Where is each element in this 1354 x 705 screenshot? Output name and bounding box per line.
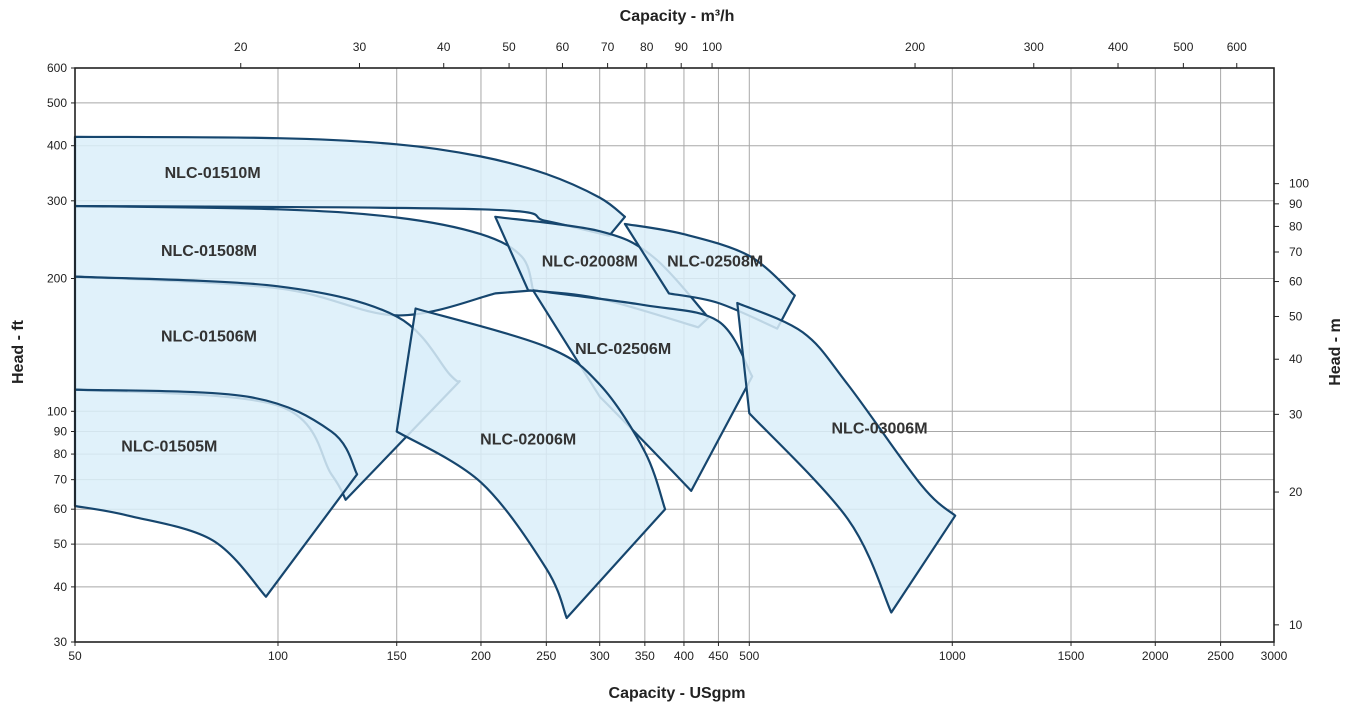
region-label-nlc-01510m: NLC-01510M [165, 165, 261, 182]
tick-label-x-top: 30 [353, 40, 367, 54]
tick-label-y-right: 90 [1289, 197, 1303, 211]
tick-label-x-top: 40 [437, 40, 451, 54]
tick-label-y-left: 200 [47, 272, 67, 286]
tick-label-y-left: 30 [54, 635, 68, 649]
tick-label-y-left: 100 [47, 404, 67, 418]
x-axis-bottom-title: Capacity - USgpm [609, 685, 746, 702]
tick-label-x-bottom: 1000 [939, 649, 966, 663]
tick-label-y-right: 50 [1289, 309, 1303, 323]
tick-label-x-top: 100 [702, 40, 722, 54]
tick-label-x-bottom: 1500 [1058, 649, 1085, 663]
tick-label-x-bottom: 500 [739, 649, 759, 663]
plot-frame [74, 67, 1275, 643]
tick-label-y-left: 40 [54, 580, 68, 594]
tick-label-x-top: 80 [640, 40, 654, 54]
tick-label-y-left: 50 [54, 537, 68, 551]
pump-regions: NLC-01510M NLC-01508M NLC-01506M NLC-01505M… [73, 135, 957, 620]
region-label-nlc-02508m: NLC-02508M [667, 253, 763, 270]
tick-label-y-left: 400 [47, 139, 67, 153]
tick-label-x-top: 300 [1024, 40, 1044, 54]
tick-label-x-top: 600 [1227, 40, 1247, 54]
tick-label-x-bottom: 50 [68, 649, 82, 663]
tick-label-x-bottom: 3000 [1261, 649, 1288, 663]
tick-label-x-bottom: 350 [635, 649, 655, 663]
tick-label-x-top: 50 [502, 40, 516, 54]
region-label-nlc-01505m: NLC-01505M [121, 439, 217, 456]
tick-label-x-bottom: 450 [708, 649, 728, 663]
tick-label-x-bottom: 100 [268, 649, 288, 663]
tick-label-x-bottom: 250 [536, 649, 556, 663]
grid [74, 67, 1275, 643]
region-label-nlc-02008m: NLC-02008M [542, 253, 638, 270]
region-label-nlc-01508m: NLC-01508M [161, 243, 257, 260]
region-nlc-02006m [395, 307, 667, 620]
region-nlc-03006m [736, 301, 957, 614]
tick-label-x-bottom: 200 [471, 649, 491, 663]
tick-label-y-right: 70 [1289, 245, 1303, 259]
tick-label-x-top: 500 [1173, 40, 1193, 54]
tick-label-y-right: 60 [1289, 275, 1303, 289]
tick-label-x-top: 20 [234, 40, 248, 54]
x-axis-top-title: Capacity - m³/h [620, 8, 735, 25]
tick-label-x-bottom: 400 [674, 649, 694, 663]
tick-label-y-left: 70 [54, 473, 68, 487]
region-nlc-02508m [623, 222, 796, 330]
region-nlc-01505m [73, 388, 359, 598]
tick-label-y-left: 300 [47, 194, 67, 208]
tick-label-y-right: 10 [1289, 618, 1303, 632]
tick-label-y-left: 600 [47, 61, 67, 75]
y-axis-left-title: Head - ft [10, 319, 27, 384]
tick-label-x-bottom: 150 [387, 649, 407, 663]
tick-label-x-bottom: 2500 [1207, 649, 1234, 663]
tick-label-x-bottom: 300 [590, 649, 610, 663]
tick-label-x-top: 90 [675, 40, 689, 54]
region-label-nlc-03006m: NLC-03006M [832, 421, 928, 438]
tick-label-y-left: 500 [47, 96, 67, 110]
tick-label-x-top: 400 [1108, 40, 1128, 54]
tick-label-y-right: 80 [1289, 219, 1303, 233]
region-label-nlc-02506m: NLC-02506M [575, 341, 671, 358]
region-nlc-02506m [532, 289, 754, 492]
y-axis-right-title: Head - m [1327, 318, 1344, 386]
tick-label-y-right: 30 [1289, 407, 1303, 421]
tick-label-x-top: 200 [905, 40, 925, 54]
tick-label-y-right: 40 [1289, 352, 1303, 366]
region-label-nlc-01506m: NLC-01506M [161, 328, 257, 345]
tick-label-y-right: 100 [1289, 177, 1309, 191]
tick-label-y-left: 90 [54, 424, 68, 438]
tick-label-y-left: 80 [54, 447, 68, 461]
tick-label-x-bottom: 2000 [1142, 649, 1169, 663]
tick-label-y-left: 60 [54, 502, 68, 516]
tick-label-x-top: 70 [601, 40, 615, 54]
region-nlc-01510m [73, 135, 626, 237]
tick-label-y-right: 20 [1289, 485, 1303, 499]
region-label-nlc-02006m: NLC-02006M [480, 432, 576, 449]
tick-label-x-top: 60 [556, 40, 570, 54]
axis-ticks: 50 100 150 200 250 300 350 400 450 500 1000 1500 200… [47, 40, 1309, 663]
